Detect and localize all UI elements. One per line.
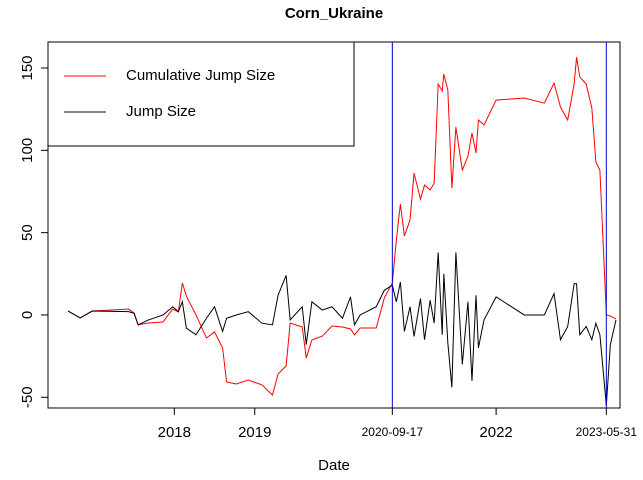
- y-tick-label: 100: [19, 138, 36, 163]
- chart-title: Corn_Ukraine: [285, 5, 383, 22]
- x-axis-label: Date: [318, 457, 350, 474]
- y-tick-label: 50: [19, 224, 36, 241]
- legend-box: [47, 41, 355, 147]
- data-line: [67, 57, 617, 396]
- x-tick-label: 2018: [158, 424, 191, 441]
- x-tick-label: 2019: [238, 424, 271, 441]
- y-tick-label: -50: [19, 386, 36, 408]
- plot-area: [67, 42, 617, 408]
- x-tick-label: 2023-05-31: [576, 425, 638, 439]
- y-tick-label: 150: [19, 55, 36, 80]
- legend-label: Cumulative Jump Size: [126, 67, 275, 84]
- x-tick-label: 2022: [479, 424, 512, 441]
- legend-label: Jump Size: [126, 103, 196, 120]
- x-tick-label: 2020-09-17: [362, 425, 424, 439]
- y-tick-label: 0: [19, 311, 36, 319]
- data-line: [67, 252, 617, 406]
